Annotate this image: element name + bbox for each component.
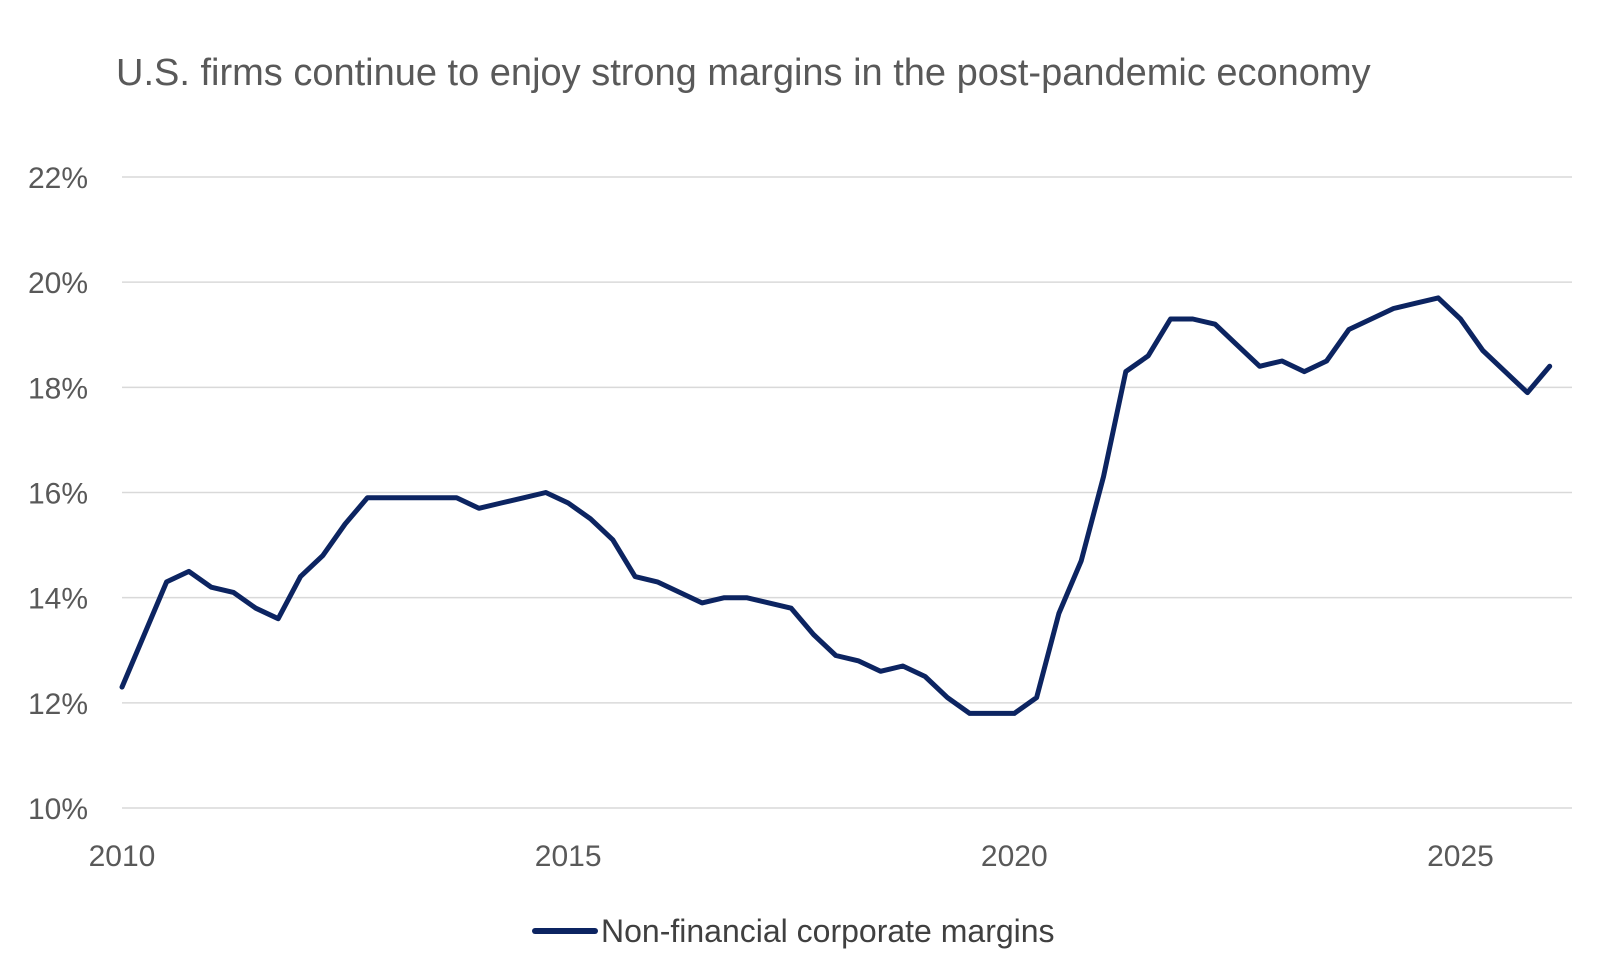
chart-title: U.S. firms continue to enjoy strong marg… [116, 52, 1371, 94]
x-tick-label: 2015 [535, 840, 602, 873]
gridlines [122, 176, 1572, 809]
y-tick-label: 16% [28, 478, 88, 511]
y-tick-label: 20% [28, 267, 88, 300]
x-axis: 2010 2015 2020 2025 [89, 840, 1494, 873]
series-line [119, 295, 1553, 716]
legend-label: Non-financial corporate margins [601, 913, 1055, 949]
x-tick-label: 2025 [1427, 840, 1494, 873]
y-tick-label: 14% [28, 583, 88, 616]
y-tick-label: 22% [28, 162, 88, 195]
y-tick-label: 10% [28, 793, 88, 826]
x-tick-label: 2020 [981, 840, 1048, 873]
x-tick-label: 2010 [89, 840, 156, 873]
y-tick-label: 18% [28, 372, 88, 405]
y-axis: 10% 12% 14% 16% 18% 20% 22% [28, 162, 88, 826]
y-tick-label: 12% [28, 688, 88, 721]
legend: Non-financial corporate margins [532, 913, 1055, 949]
series-layer [119, 295, 1553, 716]
